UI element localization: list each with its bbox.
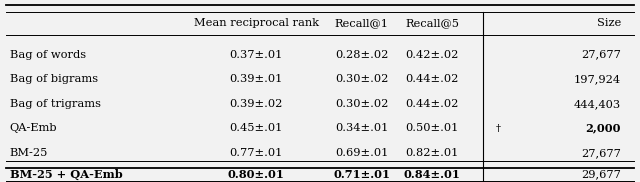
Text: 0.50±.01: 0.50±.01	[405, 123, 459, 133]
Text: 197,924: 197,924	[573, 74, 621, 84]
Text: Recall@5: Recall@5	[405, 18, 459, 28]
Text: 0.45±.01: 0.45±.01	[229, 123, 283, 133]
Text: Mean reciprocal rank: Mean reciprocal rank	[193, 18, 319, 28]
Text: 0.44±.02: 0.44±.02	[405, 99, 459, 109]
Text: BM-25: BM-25	[10, 148, 48, 158]
Text: 0.82±.01: 0.82±.01	[405, 148, 459, 158]
Text: 2,000: 2,000	[586, 123, 621, 134]
Text: 27,677: 27,677	[581, 50, 621, 60]
Text: 0.80±.01: 0.80±.01	[228, 169, 284, 180]
Text: QA-Emb: QA-Emb	[10, 123, 57, 133]
Text: †: †	[496, 124, 501, 133]
Text: 0.69±.01: 0.69±.01	[335, 148, 388, 158]
Text: 0.39±.01: 0.39±.01	[229, 74, 283, 84]
Text: 0.39±.02: 0.39±.02	[229, 99, 283, 109]
Text: 0.34±.01: 0.34±.01	[335, 123, 388, 133]
Text: 0.30±.02: 0.30±.02	[335, 74, 388, 84]
Text: 0.77±.01: 0.77±.01	[229, 148, 283, 158]
Text: Recall@1: Recall@1	[335, 18, 388, 28]
Text: 27,677: 27,677	[581, 148, 621, 158]
Text: 0.28±.02: 0.28±.02	[335, 50, 388, 60]
Text: 0.30±.02: 0.30±.02	[335, 99, 388, 109]
Text: 444,403: 444,403	[573, 99, 621, 109]
Text: 29,677: 29,677	[581, 169, 621, 179]
Text: 0.71±.01: 0.71±.01	[333, 169, 390, 180]
Text: 0.44±.02: 0.44±.02	[405, 74, 459, 84]
Text: BM-25 + QA-Emb: BM-25 + QA-Emb	[10, 169, 122, 180]
Text: 0.42±.02: 0.42±.02	[405, 50, 459, 60]
Text: Bag of words: Bag of words	[10, 50, 86, 60]
Text: Bag of trigrams: Bag of trigrams	[10, 99, 100, 109]
Text: 0.84±.01: 0.84±.01	[404, 169, 460, 180]
Text: Bag of bigrams: Bag of bigrams	[10, 74, 98, 84]
Text: 0.37±.01: 0.37±.01	[229, 50, 283, 60]
Text: Size: Size	[596, 18, 621, 28]
